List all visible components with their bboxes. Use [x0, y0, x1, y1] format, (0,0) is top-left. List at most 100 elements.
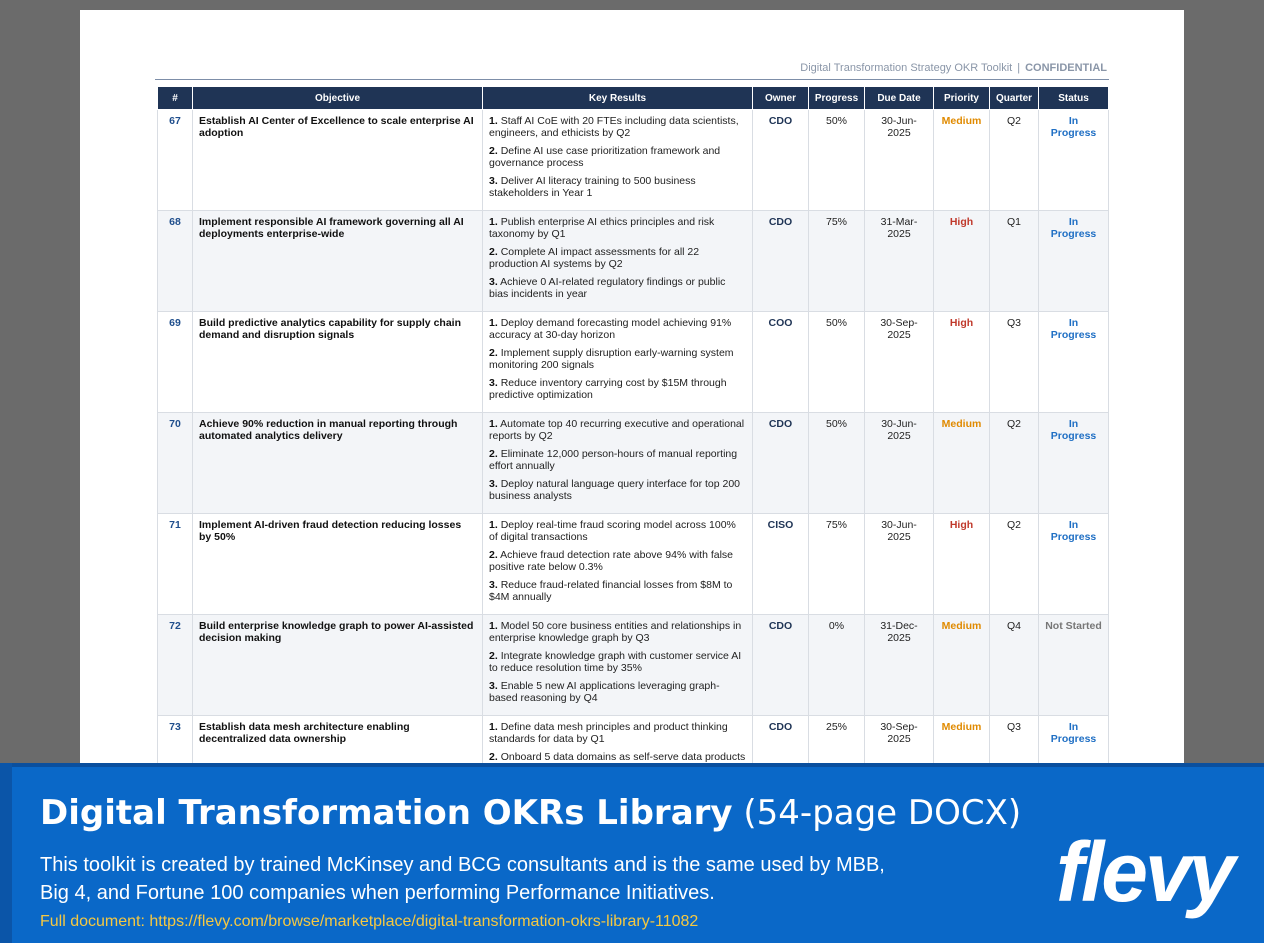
objective-cell: Achieve 90% reduction in manual reportin…	[192, 412, 483, 514]
due-date-cell-text: 31-Dec-2025	[880, 620, 918, 644]
due-date-cell: 30-Sep-2025	[864, 715, 934, 770]
key-result-item: 2. Define AI use case prioritization fra…	[489, 145, 746, 169]
key-result-number: 1.	[489, 317, 498, 329]
status-cell-text: In Progress	[1050, 216, 1097, 240]
due-date-cell: 30-Jun-2025	[864, 513, 934, 615]
key-results-cell: 1. Automate top 40 recurring executive a…	[482, 412, 753, 514]
owner-cell-text: CISO	[767, 519, 794, 531]
key-result-number: 1.	[489, 418, 498, 430]
key-result-text: Achieve 0 AI-related regulatory findings…	[489, 276, 726, 300]
row-number-cell: 71	[157, 513, 193, 615]
key-result-number: 3.	[489, 680, 498, 692]
key-result-item: 2. Eliminate 12,000 person-hours of manu…	[489, 448, 746, 472]
quarter-cell: Q2	[989, 412, 1039, 514]
key-result-text: Model 50 core business entities and rela…	[489, 620, 742, 644]
key-results-cell: 1. Publish enterprise AI ethics principl…	[482, 210, 753, 312]
quarter-cell: Q3	[989, 715, 1039, 770]
priority-cell-text: High	[949, 519, 974, 531]
objective-cell-text: Establish data mesh architecture enablin…	[199, 721, 410, 745]
due-date-cell: 31-Mar-2025	[864, 210, 934, 312]
key-result-item: 3. Reduce inventory carrying cost by $15…	[489, 377, 746, 401]
status-cell-text: In Progress	[1050, 418, 1097, 442]
due-date-cell-text: 30-Jun-2025	[881, 519, 917, 543]
flevy-logo[interactable]: flevy	[1056, 825, 1235, 919]
quarter-cell: Q2	[989, 109, 1039, 211]
key-result-number: 3.	[489, 579, 498, 591]
quarter-cell: Q1	[989, 210, 1039, 312]
confidential-label: CONFIDENTIAL	[1025, 62, 1107, 74]
okr-table: # Objective Key Results Owner Progress D…	[157, 87, 1109, 770]
key-result-item: 2. Integrate knowledge graph with custom…	[489, 650, 746, 674]
progress-cell: 75%	[808, 210, 865, 312]
owner-cell-text: CDO	[768, 721, 793, 733]
key-results-cell: 1. Deploy real-time fraud scoring model …	[482, 513, 753, 615]
banner-title: Digital Transformation OKRs Library (54-…	[40, 793, 1021, 833]
table-row: 72 Build enterprise knowledge graph to po…	[157, 614, 1109, 716]
progress-cell: 75%	[808, 513, 865, 615]
header-separator: |	[1017, 62, 1021, 74]
priority-cell: High	[933, 513, 990, 615]
key-result-item: 1. Define data mesh principles and produ…	[489, 721, 746, 745]
priority-cell-text: Medium	[941, 721, 982, 733]
row-number-cell-text: 68	[169, 216, 181, 228]
key-result-item: 3. Deploy natural language query interfa…	[489, 478, 746, 502]
quarter-cell: Q2	[989, 513, 1039, 615]
owner-cell-text: CDO	[768, 115, 793, 127]
progress-cell-text: 0%	[828, 620, 845, 632]
status-cell-text: In Progress	[1050, 317, 1097, 341]
key-result-text: Complete AI impact assessments for all 2…	[489, 246, 700, 270]
owner-cell-text: CDO	[768, 418, 793, 430]
quarter-cell-text: Q1	[1006, 216, 1021, 228]
key-result-number: 2.	[489, 448, 498, 460]
key-result-number: 1.	[489, 115, 498, 127]
key-result-text: Staff AI CoE with 20 FTEs including data…	[489, 115, 739, 139]
key-result-text: Deploy natural language query interface …	[489, 478, 741, 502]
status-cell: Not Started	[1038, 614, 1109, 716]
key-result-number: 2.	[489, 246, 498, 258]
objective-cell-text: Establish AI Center of Excellence to sca…	[199, 115, 474, 139]
progress-cell: 50%	[808, 412, 865, 514]
priority-cell: Medium	[933, 614, 990, 716]
quarter-cell-text: Q3	[1006, 317, 1021, 329]
row-number-cell: 72	[157, 614, 193, 716]
key-results-cell: 1. Define data mesh principles and produ…	[482, 715, 753, 770]
priority-cell-text: High	[949, 317, 974, 329]
banner-description: This toolkit is created by trained McKin…	[40, 854, 885, 904]
row-number-cell-text: 70	[169, 418, 181, 430]
row-number-cell: 70	[157, 412, 193, 514]
progress-cell-text: 50%	[825, 418, 847, 430]
key-result-item: 3. Achieve 0 AI-related regulatory findi…	[489, 276, 746, 300]
document-header: Digital Transformation Strategy OKR Tool…	[155, 62, 1107, 74]
document-link[interactable]: Full document: https://flevy.com/browse/…	[40, 913, 699, 930]
quarter-cell-text: Q2	[1006, 519, 1021, 531]
owner-cell: CDO	[752, 715, 809, 770]
key-result-item: 3. Enable 5 new AI applications leveragi…	[489, 680, 746, 704]
key-result-item: 3. Reduce fraud-related financial losses…	[489, 579, 746, 603]
column-header-key-results: Key Results	[482, 87, 753, 110]
status-cell: In Progress	[1038, 513, 1109, 615]
key-result-text: Define data mesh principles and product …	[489, 721, 728, 745]
key-result-text: Reduce fraud-related financial losses fr…	[489, 579, 733, 603]
key-result-item: 1. Model 50 core business entities and r…	[489, 620, 746, 644]
due-date-cell: 31-Dec-2025	[864, 614, 934, 716]
priority-cell: Medium	[933, 109, 990, 211]
status-cell: In Progress	[1038, 715, 1109, 770]
key-result-number: 1.	[489, 519, 498, 531]
quarter-cell: Q4	[989, 614, 1039, 716]
status-cell-text: Not Started	[1045, 620, 1102, 632]
objective-cell: Establish AI Center of Excellence to sca…	[192, 109, 483, 211]
progress-cell-text: 50%	[825, 317, 847, 329]
objective-cell: Implement responsible AI framework gover…	[192, 210, 483, 312]
table-row: 67 Establish AI Center of Excellence to s…	[157, 109, 1109, 211]
progress-cell-text: 25%	[825, 721, 847, 733]
quarter-cell-text: Q3	[1006, 721, 1021, 733]
key-result-item: 3. Deliver AI literacy training to 500 b…	[489, 175, 746, 199]
key-result-item: 2. Implement supply disruption early-war…	[489, 347, 746, 371]
due-date-cell: 30-Jun-2025	[864, 412, 934, 514]
progress-cell-text: 75%	[825, 519, 847, 531]
status-cell: In Progress	[1038, 210, 1109, 312]
key-result-text: Reduce inventory carrying cost by $15M t…	[489, 377, 727, 401]
key-result-number: 3.	[489, 276, 498, 288]
column-header-quarter: Quarter	[989, 87, 1039, 110]
row-number-cell-text: 67	[169, 115, 181, 127]
